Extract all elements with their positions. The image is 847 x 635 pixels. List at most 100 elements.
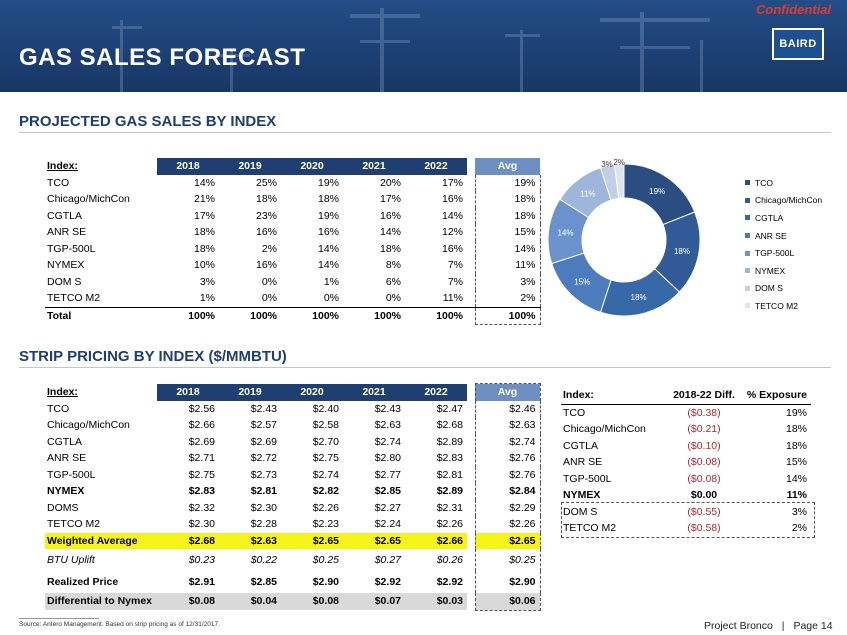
diff-cell: ($0.58) <box>687 522 721 534</box>
legend-item: Chicago/MichCon <box>745 192 822 210</box>
table-cell: $2.26 <box>436 518 463 530</box>
confidential-mark: Confidential <box>756 2 832 17</box>
table-row: CGTLA $2.69 $2.69 $2.70 $2.74 $2.89 $2.74 <box>45 433 541 450</box>
donut-data-label: 15% <box>574 278 590 287</box>
table-cell: $2.65 <box>343 532 405 549</box>
avg-cell: $2.46 <box>474 400 541 417</box>
table-row: DOMS $2.32 $2.30 $2.26 $2.27 $2.31 $2.29 <box>45 499 541 516</box>
chart-legend: TCO Chicago/MichCon CGTLA ANR SE TGP-500L NYM… <box>745 174 822 315</box>
table-row: TCO 14% 25% 19% 20% 17% 19% <box>45 174 541 191</box>
table-cell: 0% <box>261 292 277 304</box>
table-cell: 16% <box>379 209 401 222</box>
avg-cell: 14% <box>474 240 541 257</box>
table-cell: 100% <box>219 306 281 325</box>
row-label: ANR SE <box>47 452 87 464</box>
table-cell: 16% <box>441 193 463 205</box>
row-label: DOM S <box>563 505 598 518</box>
row-label: NYMEX <box>563 489 601 501</box>
realized-price-row: Realized Price $2.91 $2.85 $2.90 $2.92 $2.92 $… <box>45 571 541 593</box>
avg-cell: 3% <box>474 273 541 290</box>
row-label: CGTLA <box>47 435 83 448</box>
differential-row: Differential to Nymex $0.08 $0.04 $0.08 $0.0… <box>45 593 541 611</box>
exposure-cell: 18% <box>785 439 807 452</box>
table-cell: 16% <box>317 226 339 238</box>
diff-cell: ($0.38) <box>687 406 721 419</box>
table-cell: 23% <box>255 209 277 222</box>
table-cell: $0.08 <box>157 593 219 610</box>
year-header: 2019 <box>219 158 281 175</box>
exposure-cell: 2% <box>791 522 807 534</box>
avg-cell: 15% <box>474 224 541 241</box>
table-cell: 14% <box>317 259 339 271</box>
donut-data-label: 14% <box>557 229 573 238</box>
diff-cell: ($0.10) <box>687 439 721 452</box>
legend-swatch <box>745 215 750 221</box>
table-cell: 18% <box>193 242 215 255</box>
table-cell: $2.43 <box>374 402 401 415</box>
table-cell: $2.66 <box>405 532 467 549</box>
row-label: TCO <box>47 402 70 415</box>
legend-label: Chicago/MichCon <box>755 195 823 206</box>
table-cell: $2.80 <box>374 452 401 464</box>
table-cell: 0% <box>385 292 401 304</box>
table-cell: $0.08 <box>281 593 343 610</box>
table-cell: $2.24 <box>374 518 401 530</box>
source-footnote: Source: Antero Management. Based on stri… <box>19 621 220 628</box>
legend-label: NYMEX <box>755 265 786 276</box>
legend-item: NYMEX <box>745 262 822 280</box>
table-cell: 17% <box>379 193 401 205</box>
table-cell: 18% <box>255 193 277 205</box>
table-cell: 16% <box>255 226 277 238</box>
table-row: DOM S 3% 0% 1% 6% 7% 3% <box>45 273 541 290</box>
legend-swatch <box>745 303 750 309</box>
table-row: ANR SE ($0.08) 15% <box>561 454 811 471</box>
year-header: 2018 <box>157 158 219 175</box>
table-cell: $0.26 <box>436 554 463 566</box>
table-row: CGTLA 17% 23% 19% 16% 14% 18% <box>45 207 541 224</box>
table-cell: 2% <box>261 242 277 255</box>
table-row: ANR SE $2.71 $2.72 $2.75 $2.80 $2.83 $2.76 <box>45 450 541 467</box>
avg-header: Avg <box>474 383 541 401</box>
table-cell: 21% <box>193 193 215 205</box>
table-cell: $2.28 <box>250 518 277 530</box>
table-cell: 1% <box>199 292 215 304</box>
table-cell: 100% <box>343 306 405 325</box>
table-cell: $2.31 <box>436 501 463 514</box>
weighted-average-row: Weighted Average $2.68 $2.63 $2.65 $2.65 $2.6… <box>45 532 541 549</box>
table-row: TETCO M2 ($0.58) 2% <box>561 520 811 537</box>
section-divider <box>19 132 831 133</box>
exposure-cell: 11% <box>786 489 807 501</box>
table-row: TCO ($0.38) 19% <box>561 404 811 421</box>
table-cell: $2.75 <box>188 468 215 481</box>
legend-item: DOM S <box>745 280 822 298</box>
donut-data-label: 18% <box>631 293 647 302</box>
row-label: Differential to Nymex <box>45 593 157 610</box>
donut-data-label: 3% <box>601 160 613 169</box>
year-header: 2019 <box>219 383 281 401</box>
table-cell: 16% <box>441 242 463 255</box>
table-cell: $2.27 <box>374 501 401 514</box>
table-cell: $2.74 <box>374 435 401 448</box>
table-cell: $2.57 <box>250 419 277 431</box>
row-label: ANR SE <box>47 226 87 238</box>
exposure-cell: 19% <box>785 406 807 419</box>
table-row: TETCO M2 $2.30 $2.28 $2.23 $2.24 $2.26 $2.26 <box>45 516 541 533</box>
avg-cell: $2.26 <box>474 516 541 533</box>
strip-pricing-table: Index: 2018 2019 2020 2021 2022 Avg TCO $… <box>45 383 541 611</box>
table-cell: $2.23 <box>312 518 339 530</box>
avg-cell: 19% <box>474 174 541 191</box>
table-cell: 7% <box>447 275 463 288</box>
avg-cell: $2.90 <box>474 571 541 593</box>
row-label: TCO <box>563 406 586 419</box>
table-cell: 17% <box>193 209 215 222</box>
table-row: TGP-500L 18% 2% 14% 18% 16% 14% <box>45 240 541 257</box>
table-cell: 10% <box>193 259 215 271</box>
diff-cell: ($0.21) <box>687 423 721 435</box>
table-cell: $2.92 <box>374 576 401 588</box>
table-cell: $0.27 <box>374 554 401 566</box>
legend-label: ANR SE <box>755 230 787 241</box>
donut-data-label: 11% <box>580 189 595 198</box>
avg-cell: 2% <box>474 290 541 307</box>
table-cell: 100% <box>157 306 219 325</box>
table-row: NYMEX $0.00 11% <box>561 487 811 504</box>
